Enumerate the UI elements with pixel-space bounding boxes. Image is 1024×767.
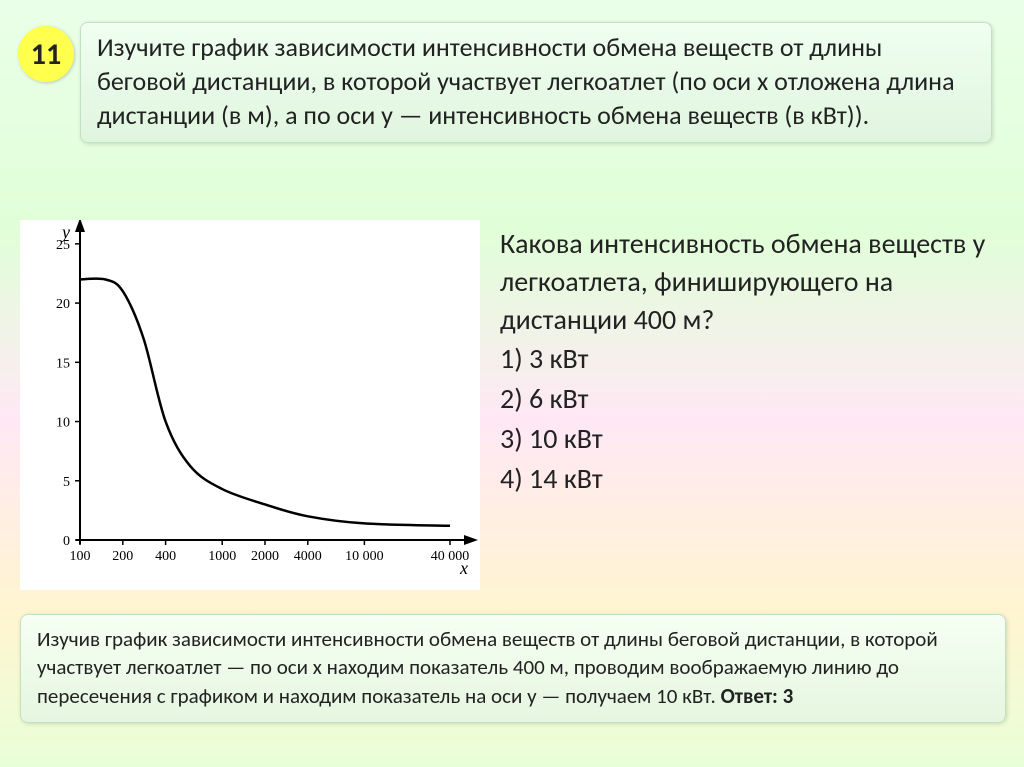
task-description-box: Изучите график зависимости интенсивности… [80,22,992,143]
svg-text:10: 10 [56,416,70,431]
question-prompt: Какова интенсивность обмена веществ у ле… [500,225,1000,338]
question-block: Какова интенсивность обмена веществ у ле… [500,225,1000,498]
svg-text:1000: 1000 [208,549,236,564]
task-text: Изучите график зависимости интенсивности… [97,31,955,131]
svg-text:400: 400 [155,549,176,564]
question-number-badge: 11 [18,26,74,82]
option-4: 4) 14 кВт [500,460,1000,498]
question-number: 11 [31,36,61,73]
svg-text:5: 5 [63,475,70,490]
chart-container: yx051015202510020040010002000400010 0004… [20,220,480,590]
svg-text:4000: 4000 [294,549,322,564]
svg-text:100: 100 [70,549,91,564]
svg-text:20: 20 [56,297,70,312]
metabolism-chart: yx051015202510020040010002000400010 0004… [20,220,480,590]
svg-text:15: 15 [56,356,70,371]
svg-text:200: 200 [112,549,133,564]
svg-text:2000: 2000 [251,549,279,564]
svg-text:0: 0 [63,534,70,549]
explanation-text: Изучив график зависимости интенсивности … [37,626,938,709]
svg-text:40 000: 40 000 [431,549,470,564]
option-2: 2) 6 кВт [500,380,1000,418]
option-3: 3) 10 кВт [500,420,1000,458]
svg-text:25: 25 [56,238,70,253]
option-1: 1) 3 кВт [500,340,1000,378]
explanation-box: Изучив график зависимости интенсивности … [20,614,1006,723]
answer-label: Ответ: 3 [721,683,794,709]
svg-text:10 000: 10 000 [345,549,384,564]
